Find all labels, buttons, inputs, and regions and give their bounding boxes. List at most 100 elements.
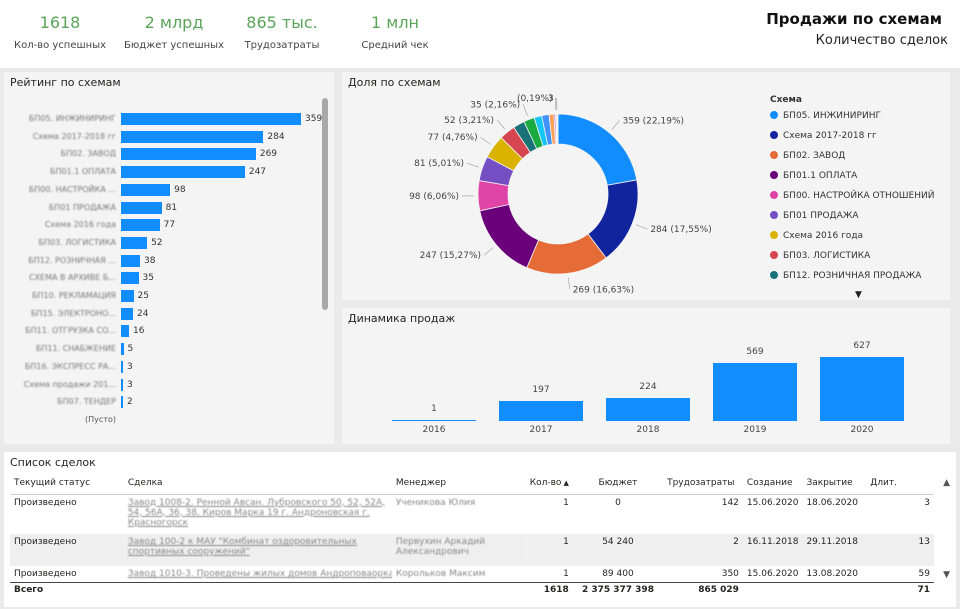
column-created[interactable]: Создание bbox=[742, 472, 803, 495]
year-bar[interactable] bbox=[820, 357, 904, 421]
rating-value: 77 bbox=[163, 220, 176, 231]
rating-bar[interactable] bbox=[121, 396, 123, 409]
deals-table: Текущий статус Сделка Менеджер Кол-во ▲ Б… bbox=[10, 472, 934, 599]
legend-item[interactable]: БП12. РОЗНИЧНАЯ ПРОДАЖА bbox=[770, 270, 921, 282]
column-manager[interactable]: Менеджер bbox=[391, 472, 526, 495]
rating-bar[interactable] bbox=[121, 343, 124, 356]
legend-item[interactable]: БП00. НАСТРОЙКА ОТНОШЕНИЙ bbox=[770, 190, 934, 202]
rating-bar[interactable] bbox=[121, 360, 123, 373]
rating-scrollbar[interactable] bbox=[322, 98, 328, 310]
cell-deal-link[interactable]: Завод 1010-3. Проведены жилых домов Андр… bbox=[127, 569, 392, 579]
rating-bar[interactable] bbox=[121, 130, 264, 143]
rating-label: БП10. РЕКЛАМАЦИЯ bbox=[32, 291, 116, 300]
year-value: 197 bbox=[532, 384, 550, 395]
rating-panel: Рейтинг по схемам БП05. ИНЖИНИРИНГ 359 Схе… bbox=[4, 72, 334, 444]
kpi-label: Средний чек bbox=[361, 40, 429, 51]
cell-deal-link[interactable]: Завод 1008-2. Ренной Авсан. Лубровского … bbox=[127, 497, 386, 528]
year-bar[interactable] bbox=[392, 420, 476, 421]
cell-duration: 59 bbox=[918, 569, 930, 579]
rating-bar[interactable] bbox=[121, 166, 245, 179]
legend-item[interactable]: БП03. ЛОГИСТИКА bbox=[770, 250, 870, 262]
rating-bar[interactable] bbox=[121, 290, 134, 302]
rating-value: 5 bbox=[127, 344, 134, 355]
rating-row[interactable]: БП02. ЗАВОД 269 bbox=[4, 147, 324, 161]
total-empty bbox=[123, 582, 392, 599]
rating-row[interactable]: БП16. ЭКСПРЕСС РА... 3 bbox=[4, 360, 324, 374]
panel-title: Рейтинг по схемам bbox=[10, 76, 121, 89]
rating-value: 24 bbox=[137, 308, 149, 319]
rating-row[interactable]: БП05. ИНЖИНИРИНГ 359 bbox=[4, 112, 324, 126]
column-budget[interactable]: Бюджет bbox=[572, 472, 664, 495]
column-labor[interactable]: Трудозатраты bbox=[663, 472, 743, 495]
column-status[interactable]: Текущий статус bbox=[10, 472, 124, 495]
rating-row[interactable]: БП00. НАСТРОЙКА ... 98 bbox=[4, 183, 324, 197]
cell-duration: 13 bbox=[866, 534, 934, 566]
column-closed[interactable]: Закрытие bbox=[802, 472, 867, 495]
kpi-successful-budget: 2 млрд Бюджет успешных bbox=[114, 12, 234, 51]
table-row[interactable]: Произведено Завод 1010-3. Проведены жилы… bbox=[10, 566, 934, 583]
rating-bar[interactable] bbox=[121, 148, 256, 161]
column-deal[interactable]: Сделка bbox=[123, 472, 392, 495]
rating-label: БП01 ПРОДАЖА bbox=[48, 202, 116, 212]
rating-bar[interactable] bbox=[121, 325, 130, 338]
legend-item[interactable]: БП01 ПРОДАЖА bbox=[770, 210, 859, 222]
table-row[interactable]: Произведено Завод 1008-2. Ренной Авсан. … bbox=[10, 494, 934, 534]
donut-slice[interactable] bbox=[556, 113, 559, 145]
donut-slice[interactable] bbox=[479, 204, 540, 269]
slice-label: 98 (6,06%) bbox=[409, 192, 459, 202]
table-row[interactable]: Произведено Завод 100-2 к МАУ "Комбинат … bbox=[10, 534, 934, 566]
cell-deal-link[interactable]: Завод 100-2 к МАУ "Комбинат оздоровитель… bbox=[123, 534, 392, 566]
rating-bar[interactable] bbox=[121, 113, 301, 125]
column-duration[interactable]: Длит. bbox=[866, 472, 934, 495]
column-qty[interactable]: Кол-во ▲ bbox=[525, 472, 573, 495]
rating-row[interactable]: БП15. ЭЛЕКТРОНО... 24 bbox=[4, 307, 324, 321]
scroll-up-icon[interactable]: ▲ bbox=[943, 478, 950, 488]
legend-item[interactable]: Схема 2016 года bbox=[770, 230, 863, 242]
rating-bar[interactable] bbox=[121, 307, 134, 320]
rating-value: 247 bbox=[248, 167, 267, 178]
rating-row[interactable]: БП11. ОТГРУЗКА СО... 16 bbox=[4, 324, 324, 338]
rating-row[interactable]: БП12. РОЗНИЧНАЯ ... 38 bbox=[4, 254, 324, 268]
rating-bar[interactable] bbox=[121, 378, 123, 391]
legend-dot-icon bbox=[770, 111, 778, 119]
cell-labor: 2 bbox=[663, 534, 743, 566]
rating-row[interactable]: (Пусто) bbox=[4, 413, 324, 427]
rating-value: 269 bbox=[259, 149, 278, 160]
kpi-value: 2 млрд bbox=[144, 13, 204, 32]
rating-bar[interactable] bbox=[121, 272, 139, 285]
scroll-down-icon[interactable]: ▼ bbox=[943, 570, 950, 580]
rating-bar[interactable] bbox=[121, 183, 171, 196]
slice-leader-line bbox=[483, 247, 494, 256]
panel-title: Динамика продаж bbox=[348, 312, 456, 325]
year-bar[interactable] bbox=[713, 362, 797, 421]
kpi-label: Бюджет успешных bbox=[124, 40, 224, 51]
legend-item[interactable]: БП05. ИНЖИНИРИНГ bbox=[770, 110, 881, 122]
rating-value: 16 bbox=[133, 326, 145, 337]
rating-bar[interactable] bbox=[121, 254, 141, 267]
cell-status: Произведено bbox=[10, 534, 124, 566]
year-label: 2018 bbox=[636, 425, 660, 435]
rating-row[interactable]: БП10. РЕКЛАМАЦИЯ 25 bbox=[4, 289, 324, 303]
year-bar[interactable] bbox=[606, 398, 690, 421]
rating-row[interactable]: Схема 2016 года 77 bbox=[4, 218, 324, 232]
rating-bar[interactable] bbox=[121, 236, 148, 249]
legend-item[interactable]: БП01.1 ОПЛАТА bbox=[770, 170, 857, 182]
rating-bar[interactable] bbox=[121, 201, 162, 214]
rating-row[interactable]: БП11. СНАБЖЕНИЕ 5 bbox=[4, 342, 324, 356]
year-bar[interactable] bbox=[499, 400, 583, 421]
legend-more-icon[interactable]: ▼ bbox=[855, 290, 862, 300]
cell-status: Произведено bbox=[14, 569, 77, 579]
legend-item[interactable]: Схема 2017-2018 гг bbox=[770, 130, 877, 142]
cell-labor: 142 bbox=[721, 497, 739, 508]
slice-label: 35 (2,16%) bbox=[470, 101, 520, 111]
slice-leader-line bbox=[480, 136, 491, 145]
rating-row[interactable]: Схема 2017-2018 гг 284 bbox=[4, 130, 324, 144]
rating-row[interactable]: Схема продажи 201... 3 bbox=[4, 378, 324, 392]
rating-row[interactable]: БП01.1 ОПЛАТА 247 bbox=[4, 165, 324, 179]
rating-row[interactable]: БП07. ТЕНДЕР 2 bbox=[4, 395, 324, 409]
legend-item[interactable]: БП02. ЗАВОД bbox=[770, 150, 845, 162]
rating-row[interactable]: БП01 ПРОДАЖА 81 bbox=[4, 201, 324, 215]
rating-bar[interactable] bbox=[121, 219, 160, 232]
rating-row[interactable]: СХЕМА В АРХИВЕ Б... 35 bbox=[4, 271, 324, 285]
rating-row[interactable]: БП03. ЛОГИСТИКА 52 bbox=[4, 236, 324, 250]
